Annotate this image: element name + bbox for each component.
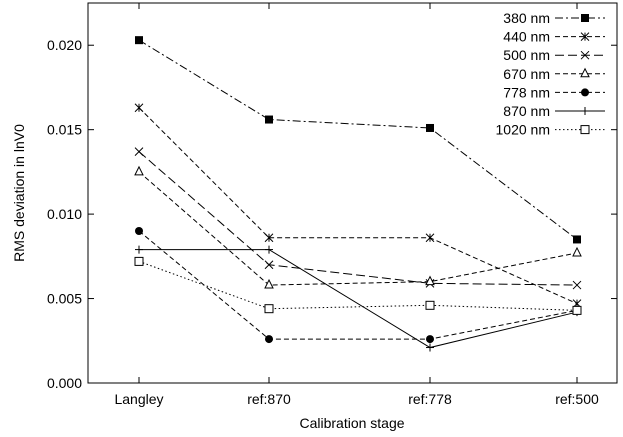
legend-entry: 440 nm [503,29,605,45]
series-line [138,107,578,305]
y-tick: 0.005 [47,291,617,307]
y-tick-label: 0.000 [47,375,82,391]
series-layer [134,36,582,352]
y-axis-label: RMS deviation in lnV0 [11,124,27,262]
series-line [138,171,578,286]
data-point [135,227,143,235]
series-line [138,260,578,311]
y-tick-label: 0.005 [47,291,82,307]
legend-entry: 778 nm [503,84,605,100]
legend-label: 870 nm [503,103,550,119]
legend-label: 778 nm [503,84,550,100]
data-point [134,147,144,156]
legend-entry: 380 nm [503,10,605,26]
legend-marker [580,125,590,135]
legend: 380 nm 440 nm 500 nm 670 nm 778 nm 870 n… [496,10,605,138]
data-point [264,260,274,270]
y-tick-label: 0.020 [47,37,82,53]
legend-marker [580,67,590,78]
x-axis-label: Calibration stage [299,415,404,431]
x-tick-label: ref:778 [408,391,452,407]
data-point [265,335,273,344]
data-point [134,256,144,266]
y-tick-label: 0.015 [47,122,82,138]
data-point [134,103,144,113]
data-point [135,36,143,45]
data-point [264,304,274,314]
legend-entry: 1020 nm [496,122,605,138]
x-tick-label: Langley [114,391,163,407]
data-point [572,305,582,315]
series-line [138,151,578,286]
data-point [573,235,581,244]
x-tick-label: ref:500 [555,391,599,407]
legend-marker [581,107,589,115]
legend-label: 500 nm [503,47,550,63]
legend-marker [580,50,590,60]
legend-label: 440 nm [503,29,550,45]
series-778-nm [135,227,581,344]
legend-label: 1020 nm [496,122,550,138]
data-point [265,115,273,124]
series-440-nm [134,103,582,308]
legend-entry: 870 nm [503,103,605,119]
legend-marker [580,32,590,41]
series-500-nm [134,147,582,290]
legend-entry: 500 nm [503,47,605,63]
data-point [265,245,273,254]
y-tick: 0.015 [47,122,617,138]
data-point [264,233,274,243]
y-tick-label: 0.010 [47,206,82,222]
legend-marker [581,14,589,22]
y-tick: 0.020 [47,37,617,53]
y-axis-ticks: 0.000 0.005 0.010 0.015 0.020 [47,37,617,391]
data-point [425,275,435,286]
plot-area [87,2,618,384]
y-tick: 0.010 [47,206,617,222]
data-point [572,246,582,257]
x-tick: Langley [114,3,164,407]
data-point [426,343,434,352]
series-line [138,230,578,340]
data-point [426,335,434,344]
series-line [138,39,578,240]
x-tick: ref:778 [408,3,452,407]
series-670-nm [134,165,582,289]
series-380-nm [135,36,581,244]
legend-marker [581,88,589,97]
data-point [425,233,435,243]
plot-frame [87,2,618,384]
legend-label: 670 nm [503,66,550,82]
series-1020-nm [134,256,582,315]
data-point [426,123,434,132]
legend-entry: 670 nm [503,66,605,82]
data-point [572,280,582,290]
series-870-nm [135,245,581,352]
x-axis-ticks: Langley ref:870 ref:778 ref:500 [114,3,599,407]
data-point [425,300,435,310]
data-point [264,278,274,289]
data-point [134,165,144,176]
y-tick: 0.000 [47,375,617,391]
x-tick: ref:870 [247,3,291,407]
series-line [139,249,578,349]
x-tick: ref:500 [555,3,599,407]
legend-label: 380 nm [503,10,550,26]
data-point [135,245,143,254]
x-tick-label: ref:870 [247,391,291,407]
